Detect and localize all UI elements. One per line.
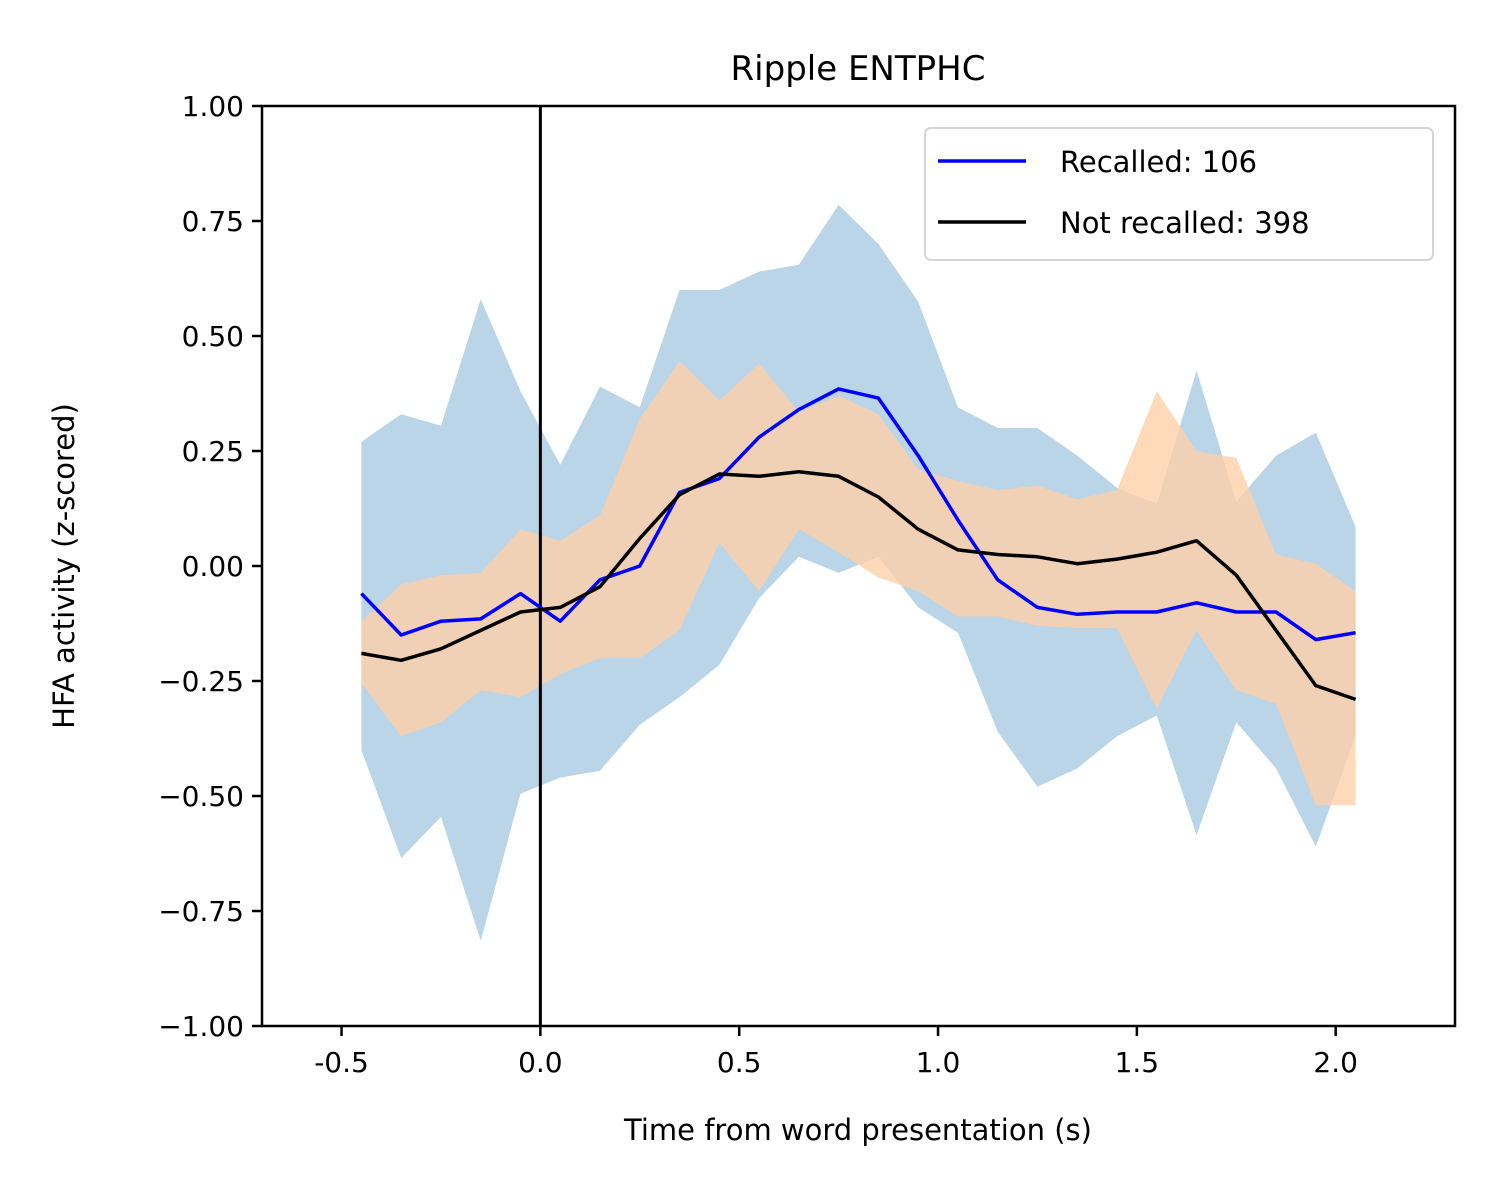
chart-title: Ripple ENTPHC (731, 49, 986, 89)
x-axis-ticks: -0.5 0.0 0.5 1.0 1.5 2.0 (314, 1026, 1358, 1079)
x-tick-label: 1.5 (1115, 1046, 1160, 1079)
x-tick-label: 2.0 (1313, 1046, 1358, 1079)
legend-box (924, 127, 1434, 261)
y-tick-label: 1.00 (182, 90, 244, 123)
y-tick-label: −0.25 (158, 665, 244, 698)
y-axis-label: HFA activity (z-scored) (47, 403, 81, 729)
x-tick-label: 0.5 (717, 1046, 762, 1079)
x-tick-label: 1.0 (916, 1046, 961, 1079)
y-tick-label: 0.50 (182, 320, 244, 353)
y-tick-label: 0.75 (182, 205, 244, 238)
x-axis-label: Time from word presentation (s) (623, 1113, 1092, 1147)
y-tick-label: 0.00 (182, 550, 244, 583)
series-line-recalled-106 (360, 387, 1356, 642)
y-tick-label: −0.75 (158, 895, 244, 928)
y-axis-ticks: 1.00 0.75 0.50 0.25 0.00 −0.25 −0.50 −0.75 −1.00 (158, 90, 262, 1043)
legend: Recalled: 106 Not recalled: 398 (924, 127, 1434, 261)
y-tick-label: −0.50 (158, 780, 244, 813)
legend-label-not-recalled: Not recalled: 398 (1060, 206, 1310, 240)
series-line-not-recalled-398 (361, 469, 1357, 702)
confidence-bands (361, 204, 1356, 941)
y-tick-label: 0.25 (182, 435, 244, 468)
series-lines (360, 387, 1357, 702)
legend-label-recalled: Recalled: 106 (1060, 145, 1257, 179)
band-not-recalled-398 (361, 361, 1356, 806)
x-tick-label: -0.5 (314, 1046, 369, 1079)
band-recalled-106 (361, 204, 1356, 941)
y-tick-label: −1.00 (158, 1010, 244, 1043)
x-tick-label: 0.0 (518, 1046, 563, 1079)
